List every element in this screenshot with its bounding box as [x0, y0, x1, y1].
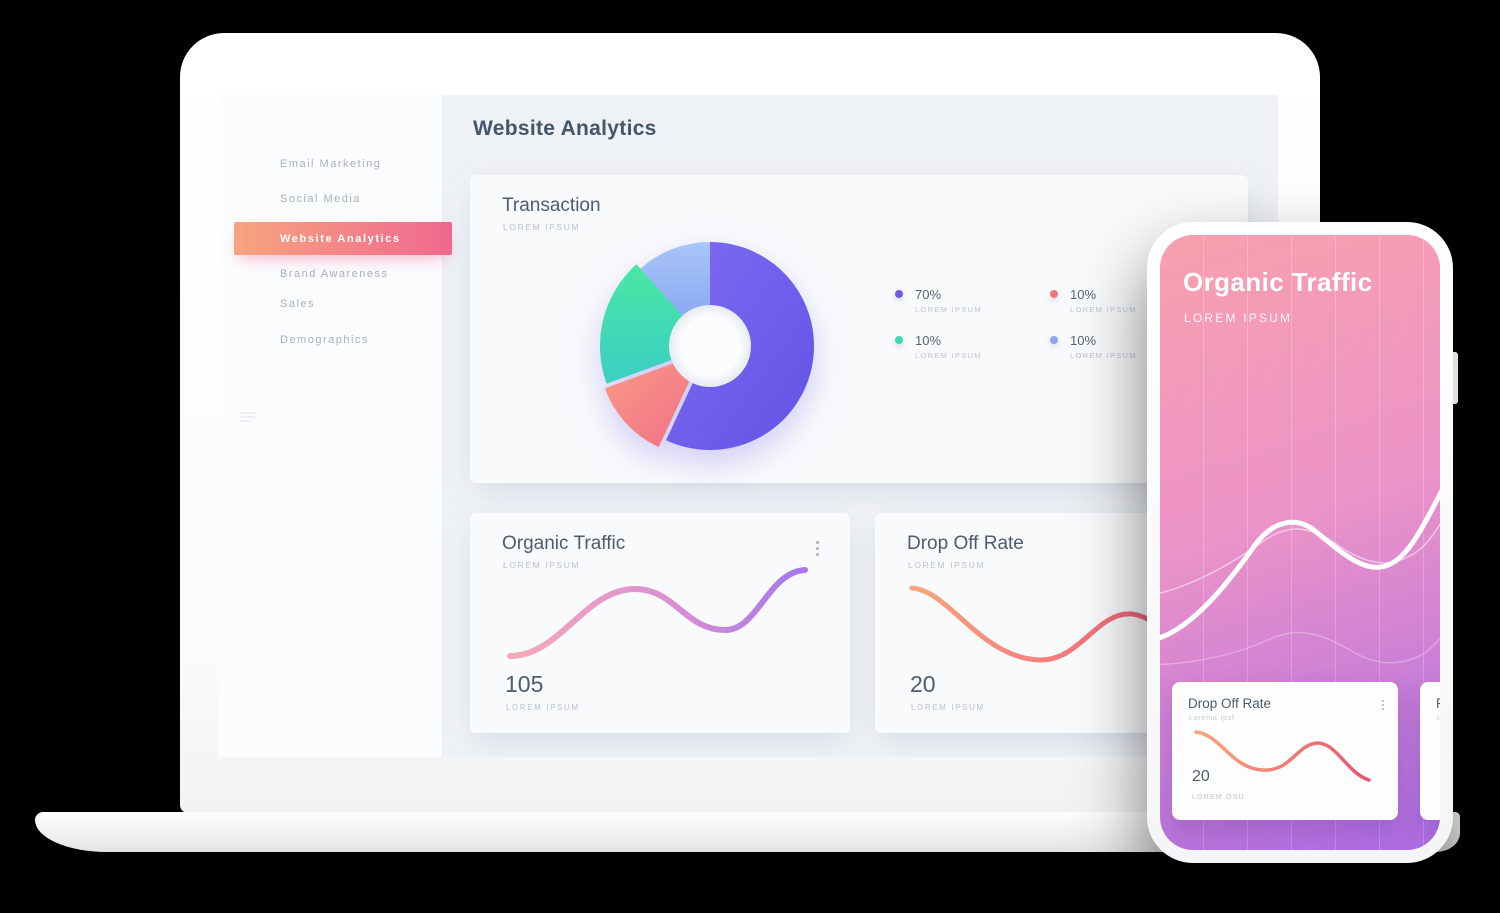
phone-side-button	[1453, 352, 1458, 404]
card-title: Drop Off Rate	[907, 533, 1024, 554]
legend-label: LOREM IPSUM	[915, 305, 982, 314]
sidebar-item-email-marketing[interactable]: Email Marketing	[280, 158, 382, 170]
legend-item-blue: 10% LOREM IPSUM	[1050, 333, 1137, 360]
legend-ring-icon	[1050, 336, 1058, 344]
metric-value: 20	[910, 671, 936, 697]
legend-value: 10%	[915, 333, 942, 348]
metric-label: LOREM OSU	[1192, 794, 1245, 801]
donut-svg	[600, 242, 815, 450]
legend-ring-icon	[895, 336, 903, 344]
legend-item-pink: 10% LOREM IPSUM	[1050, 287, 1137, 314]
legend-value: 10%	[1070, 333, 1097, 348]
card-title: R	[1436, 696, 1440, 711]
legend-item-purple: 70% LOREM IPSUM	[895, 287, 982, 314]
sidebar-item-demographics[interactable]: Demographics	[280, 334, 369, 346]
legend-label: LOREM IPSUM	[915, 351, 982, 360]
metric-label: LOREM IPSUM	[911, 703, 985, 712]
sidebar-item-social-media[interactable]: Social Media	[280, 193, 361, 205]
card-title: Organic Traffic	[502, 533, 626, 554]
phone-page-subtitle: LOREM IPSUM	[1184, 311, 1293, 325]
transaction-card: Transaction LOREM IPSUM	[470, 175, 1248, 483]
card-subtitle: Lorema Ipsf	[1189, 715, 1235, 722]
metric-value: 105	[505, 671, 544, 697]
transaction-donut-chart	[595, 231, 825, 461]
card-subtitle: LOREM IPSUM	[503, 222, 581, 232]
legend-ring-icon	[1050, 290, 1058, 298]
legend-value: 70%	[915, 287, 942, 302]
phone-partial-card: R Lo 4 LO	[1420, 682, 1440, 820]
sidebar-item-label: Website Analytics	[280, 232, 401, 245]
phone-line-chart	[1160, 488, 1440, 666]
phone-mockup: Organic Traffic LOREM IPSUM Drop Off Rat…	[1147, 222, 1458, 863]
donut-slice-10-pink	[604, 352, 703, 448]
metric-label: LOREM IPSUM	[506, 703, 580, 712]
sidebar-item-sales[interactable]: Sales	[280, 298, 316, 310]
card-subtitle: LOREM IPSUM	[908, 560, 986, 570]
sidebar-item-website-analytics[interactable]: Website Analytics	[234, 222, 452, 255]
legend-label: LOREM IPSUM	[1070, 351, 1137, 360]
organic-line-chart	[507, 567, 808, 659]
phone-screen: Organic Traffic LOREM IPSUM Drop Off Rat…	[1160, 235, 1440, 850]
sidebar: Email Marketing Social Media Website Ana…	[218, 95, 452, 757]
main-content: Website Analytics Transaction LOREM IPSU…	[443, 95, 1278, 757]
legend-ring-icon	[895, 290, 903, 298]
card-title: Drop Off Rate	[1188, 696, 1272, 711]
page-title: Website Analytics	[473, 117, 657, 140]
card-title: Transaction	[502, 195, 601, 216]
legend-value: 10%	[1070, 287, 1097, 302]
card-subtitle: Lo	[1437, 715, 1440, 722]
kebab-menu-icon[interactable]	[816, 541, 820, 559]
card-subtitle: LOREM IPSUM	[503, 560, 581, 570]
kebab-menu-icon[interactable]	[1382, 700, 1384, 712]
organic-traffic-card: Organic Traffic LOREM IPSUM 105 LOREM IP…	[470, 513, 850, 733]
phone-drop-off-card: Drop Off Rate Lorema Ipsf 20 LOREM OSU	[1172, 682, 1398, 820]
phone-page-title: Organic Traffic	[1183, 267, 1373, 297]
legend-label: LOREM IPSUM	[1070, 305, 1137, 314]
phone-dropoff-line-chart	[1194, 730, 1371, 782]
metric-value: 20	[1192, 768, 1210, 785]
dropoff-line-chart	[909, 585, 1170, 663]
hamburger-menu-icon[interactable]	[240, 410, 256, 422]
sidebar-item-brand-awareness[interactable]: Brand Awareness	[280, 268, 389, 280]
donut-hole	[669, 305, 751, 387]
legend-item-green: 10% LOREM IPSUM	[895, 333, 982, 360]
laptop-screen: Email Marketing Social Media Website Ana…	[218, 95, 1278, 757]
